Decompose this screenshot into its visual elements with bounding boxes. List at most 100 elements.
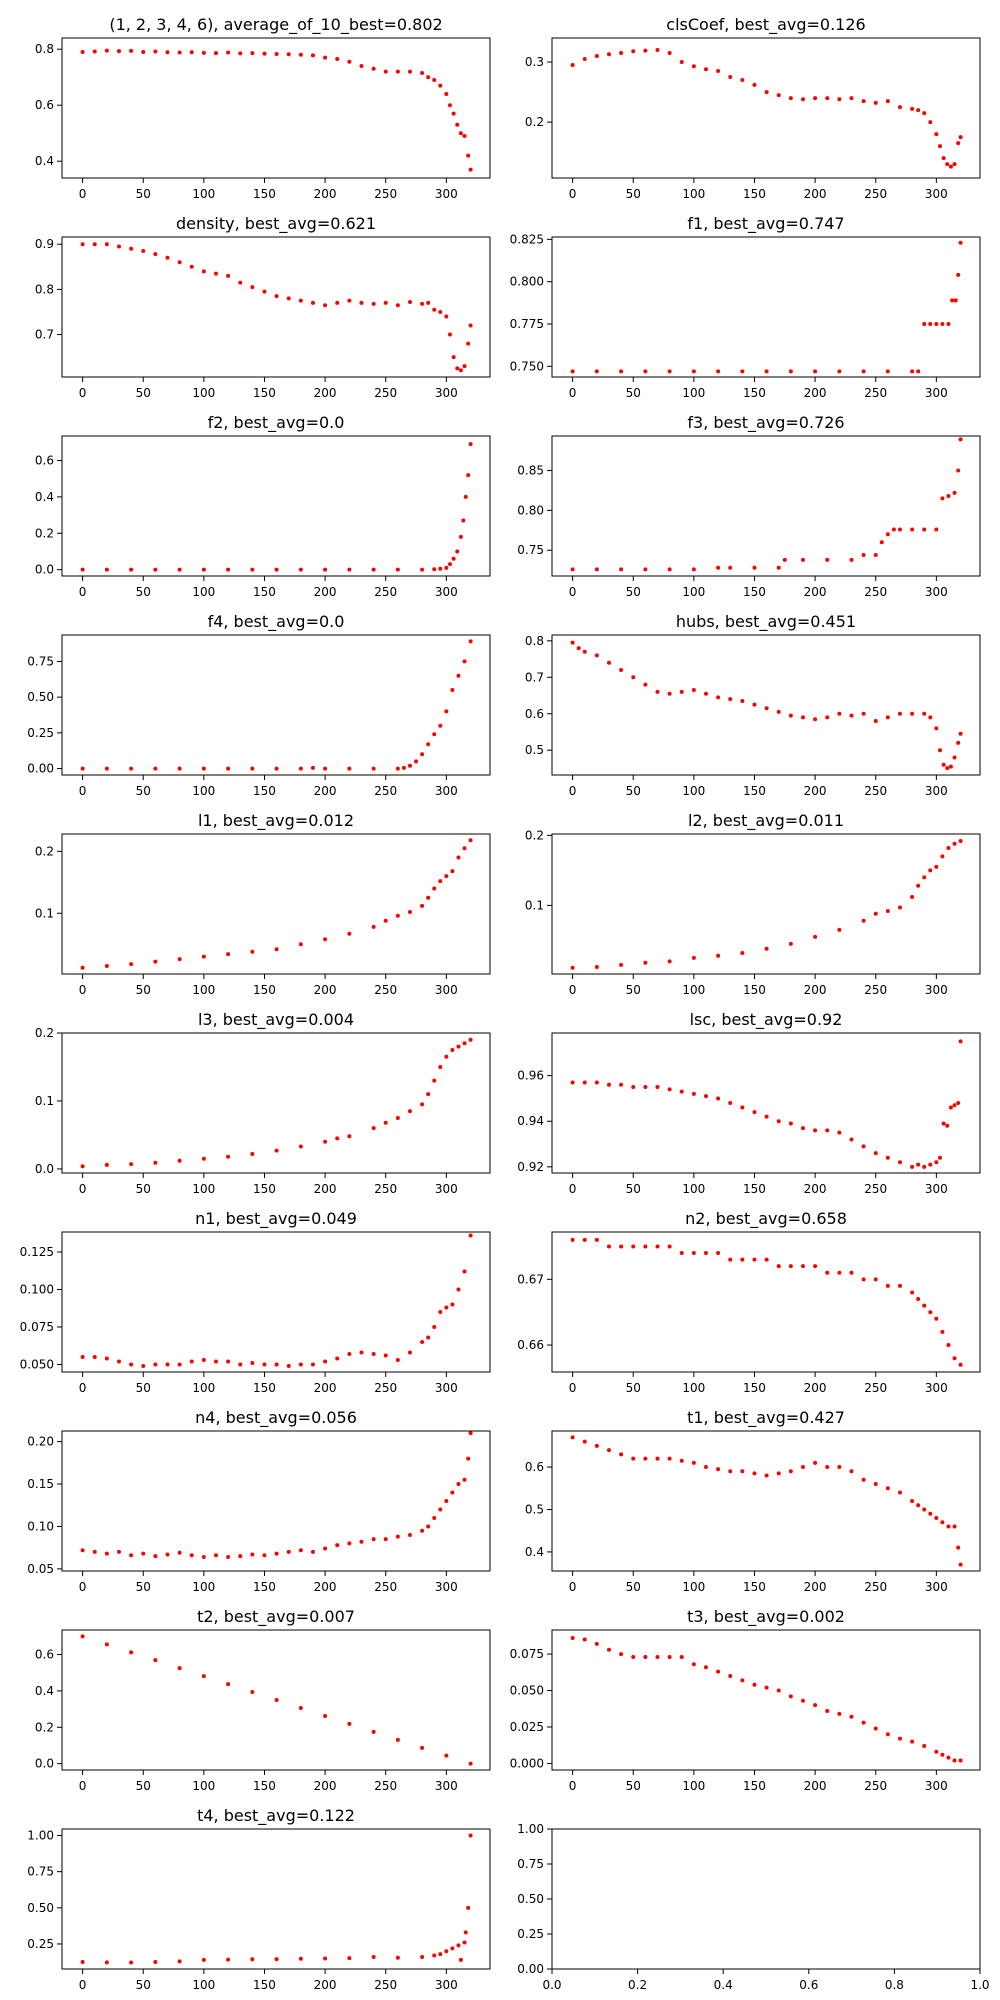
data-point <box>104 567 109 572</box>
x-tick-label: 50 <box>626 1779 641 1793</box>
data-point <box>928 868 933 873</box>
y-tick-label: 0.1 <box>525 898 544 912</box>
data-point <box>359 1350 364 1355</box>
x-tick-label: 150 <box>253 784 276 798</box>
data-point <box>776 709 781 714</box>
data-point <box>570 63 575 68</box>
data-point <box>941 156 946 161</box>
data-point <box>438 1064 443 1069</box>
data-point <box>456 1482 461 1487</box>
data-point <box>395 567 400 572</box>
y-tick-label: 0.80 <box>517 503 544 517</box>
x-tick-label: 250 <box>864 585 887 599</box>
x-tick-label: 150 <box>743 1182 766 1196</box>
x-tick-label: 300 <box>435 386 458 400</box>
y-tick-label: 0.5 <box>525 743 544 757</box>
data-point <box>116 1549 121 1554</box>
data-point <box>691 1662 696 1667</box>
data-point <box>655 1654 660 1659</box>
data-point <box>165 255 170 260</box>
data-point <box>189 1359 194 1364</box>
data-point <box>274 1698 279 1702</box>
x-tick-label: 300 <box>925 1580 948 1594</box>
data-point <box>383 918 388 923</box>
x-tick-label: 150 <box>743 784 766 798</box>
x-tick-label: 150 <box>743 1779 766 1793</box>
data-point <box>691 955 696 960</box>
data-point <box>310 765 315 770</box>
data-point <box>213 1553 218 1558</box>
subplot-title: t2, best_avg=0.007 <box>197 1607 355 1627</box>
data-point <box>897 1736 902 1741</box>
data-point <box>928 1310 933 1315</box>
y-tick-label: 0.94 <box>517 1114 544 1128</box>
data-point <box>837 1465 842 1470</box>
x-tick-label: 50 <box>626 1580 641 1594</box>
data-point <box>956 272 961 277</box>
y-tick-label: 0.4 <box>35 1684 54 1698</box>
data-point <box>323 1139 328 1144</box>
data-point <box>952 1524 957 1529</box>
data-point <box>958 839 963 843</box>
subplot-17: t3, best_avg=0.002 0 50 100 150 200 250 300 0.00… <box>510 1607 981 1793</box>
data-point <box>764 706 769 711</box>
data-point <box>462 1269 467 1274</box>
axes-frame <box>551 634 981 776</box>
data-point <box>298 1144 303 1149</box>
axes-frame <box>61 1828 491 1970</box>
x-tick-label: 100 <box>682 1779 705 1793</box>
data-point <box>165 1362 170 1367</box>
data-point <box>129 1362 134 1367</box>
axes-frame <box>551 236 981 378</box>
data-point <box>462 1940 467 1945</box>
data-point <box>426 1524 431 1529</box>
data-point <box>129 1553 134 1558</box>
data-point <box>922 875 927 880</box>
y-tick-label: 0.15 <box>27 1477 54 1491</box>
y-tick-label: 0.800 <box>510 275 544 289</box>
data-point <box>226 1154 231 1159</box>
data-point <box>916 108 921 113</box>
data-point <box>716 695 721 700</box>
data-point <box>335 57 340 61</box>
data-point <box>371 924 376 929</box>
data-point <box>444 1949 449 1954</box>
data-point <box>849 1137 854 1142</box>
subplot-title: f3, best_avg=0.726 <box>687 413 844 433</box>
x-tick-label: 50 <box>136 1978 151 1992</box>
data-point <box>940 496 945 501</box>
x-tick-label: 100 <box>682 386 705 400</box>
data-point <box>141 1363 146 1368</box>
data-point <box>420 903 425 908</box>
data-point <box>80 1960 85 1965</box>
data-point <box>466 473 471 478</box>
data-point <box>274 1957 279 1962</box>
x-tick-label: 50 <box>626 1381 641 1395</box>
y-tick-label: 0.4 <box>35 154 54 168</box>
subplot-title: hubs, best_avg=0.451 <box>676 612 856 632</box>
data-point <box>916 1297 921 1302</box>
data-point <box>274 947 279 952</box>
x-tick-label: 300 <box>435 983 458 997</box>
y-tick-label: 0.6 <box>35 98 54 112</box>
data-point <box>455 549 460 554</box>
data-point <box>468 1037 473 1042</box>
data-point <box>298 942 303 947</box>
data-point <box>177 567 182 572</box>
data-point <box>463 494 468 499</box>
data-point <box>764 946 769 951</box>
y-tick-label: 0.00 <box>517 1962 544 1976</box>
data-point <box>885 532 890 537</box>
data-point <box>432 78 437 82</box>
subplot-12: n1, best_avg=0.049 0 50 100 150 200 250 300 0.05… <box>20 1209 491 1395</box>
data-point <box>335 1543 340 1548</box>
data-point <box>837 1130 842 1135</box>
data-point <box>201 1957 206 1962</box>
data-point <box>825 1270 830 1275</box>
x-tick-label: 150 <box>253 1381 276 1395</box>
x-tick-label: 100 <box>192 1779 215 1793</box>
x-tick-label: 100 <box>682 1580 705 1594</box>
data-point <box>395 1534 400 1539</box>
x-tick-label: 100 <box>682 585 705 599</box>
data-point <box>468 639 473 644</box>
